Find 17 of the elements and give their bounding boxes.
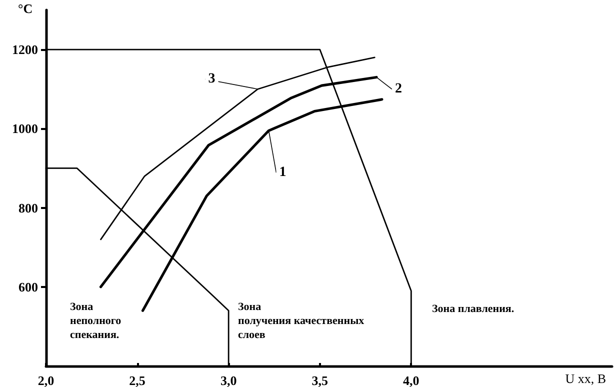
- legend-label: 2: [394, 82, 402, 97]
- text: 1: [279, 165, 286, 180]
- y-tick-label: 800: [18, 200, 38, 216]
- y-tick-label: 600: [18, 279, 38, 294]
- annotation: Зона получения качественных слоев: [238, 301, 365, 341]
- annotation: Зона неполного спекания.: [70, 301, 122, 341]
- annotation: Зона плавления.: [432, 303, 514, 315]
- x-tick-label: 2,5: [129, 373, 146, 387]
- x-tick-label: 3,5: [312, 373, 328, 387]
- y-tick-label: 1000: [12, 121, 38, 136]
- x-tick-label: 4,0: [403, 373, 420, 387]
- series-label: 3: [208, 72, 216, 87]
- y-tick-label: 1200: [12, 42, 38, 58]
- y-axis-title: °С: [18, 1, 33, 16]
- x-axis-title: U хх, В: [565, 371, 606, 386]
- x-tick-label: 2,0: [38, 373, 54, 387]
- x-tick-label: 3,0: [220, 373, 237, 387]
